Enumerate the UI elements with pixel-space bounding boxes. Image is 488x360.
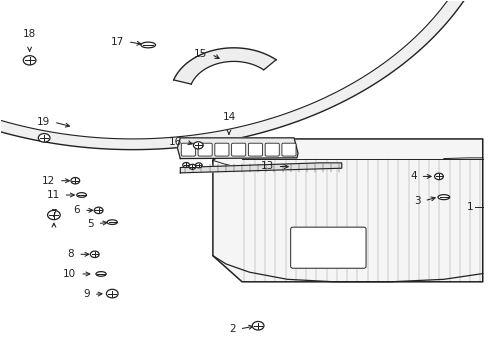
Ellipse shape bbox=[96, 272, 106, 276]
Text: 9: 9 bbox=[83, 289, 90, 299]
Text: 18: 18 bbox=[23, 29, 36, 39]
Ellipse shape bbox=[77, 193, 86, 197]
Text: 14: 14 bbox=[222, 112, 235, 122]
FancyBboxPatch shape bbox=[248, 143, 262, 156]
Text: 1: 1 bbox=[466, 202, 472, 212]
FancyBboxPatch shape bbox=[181, 143, 195, 156]
FancyBboxPatch shape bbox=[198, 143, 212, 156]
Text: 3: 3 bbox=[413, 196, 420, 206]
Circle shape bbox=[71, 177, 80, 184]
Text: 13: 13 bbox=[260, 161, 273, 171]
Text: 17: 17 bbox=[110, 37, 123, 47]
Circle shape bbox=[47, 210, 60, 220]
Ellipse shape bbox=[141, 42, 155, 48]
Circle shape bbox=[252, 321, 264, 330]
FancyBboxPatch shape bbox=[290, 227, 366, 268]
Polygon shape bbox=[177, 138, 297, 158]
Ellipse shape bbox=[107, 220, 117, 225]
Circle shape bbox=[90, 251, 99, 257]
Circle shape bbox=[106, 289, 118, 298]
Polygon shape bbox=[180, 163, 341, 173]
FancyBboxPatch shape bbox=[264, 143, 279, 156]
Circle shape bbox=[38, 134, 50, 142]
Polygon shape bbox=[173, 48, 276, 84]
Text: 10: 10 bbox=[63, 269, 76, 279]
Text: 8: 8 bbox=[67, 249, 74, 259]
Text: 12: 12 bbox=[41, 176, 55, 186]
Circle shape bbox=[195, 163, 202, 168]
Circle shape bbox=[189, 164, 196, 169]
Text: 4: 4 bbox=[409, 171, 416, 181]
Circle shape bbox=[193, 142, 203, 149]
Polygon shape bbox=[0, 0, 466, 150]
FancyBboxPatch shape bbox=[214, 143, 228, 156]
Text: 2: 2 bbox=[229, 324, 235, 334]
FancyBboxPatch shape bbox=[282, 143, 295, 156]
Circle shape bbox=[94, 207, 103, 213]
Text: 5: 5 bbox=[87, 219, 94, 229]
Circle shape bbox=[23, 56, 36, 65]
Text: 7: 7 bbox=[50, 209, 57, 219]
Text: 16: 16 bbox=[169, 137, 182, 147]
Circle shape bbox=[434, 173, 443, 180]
Ellipse shape bbox=[437, 195, 449, 200]
Text: 6: 6 bbox=[73, 205, 80, 215]
Circle shape bbox=[183, 162, 189, 167]
Text: 11: 11 bbox=[46, 190, 60, 200]
Text: 19: 19 bbox=[37, 117, 50, 127]
FancyBboxPatch shape bbox=[231, 143, 245, 156]
Polygon shape bbox=[212, 139, 482, 282]
Text: 15: 15 bbox=[194, 49, 207, 59]
